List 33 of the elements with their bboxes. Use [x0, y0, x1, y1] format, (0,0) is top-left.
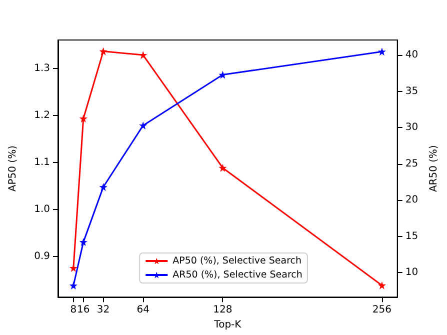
y-tick-label: 1.1 [34, 157, 50, 168]
y2-tick-label: 15 [405, 230, 418, 242]
y2-tick-label: 40 [405, 50, 418, 61]
y2-tick-label: 10 [405, 266, 418, 278]
point [79, 114, 88, 122]
point [378, 48, 386, 56]
legend-label: AP50 (%), Selective Search [172, 256, 302, 266]
x-tick-label: 64 [136, 304, 150, 316]
x-tick-label: 256 [372, 304, 392, 316]
x-axis-title: Top-K [213, 320, 242, 330]
x-tick-label: 8 [70, 304, 77, 316]
point [378, 281, 386, 290]
point [139, 121, 148, 130]
x-tick-label: 32 [96, 304, 110, 316]
y2-tick-label: 35 [405, 86, 418, 97]
point [218, 164, 227, 172]
y2-tick-label: 20 [405, 194, 418, 206]
x-tick-label: 128 [213, 304, 232, 316]
y2-axis-title: AR50 (%) [428, 144, 440, 192]
y-tick-label: 1.2 [34, 110, 50, 122]
point [69, 282, 78, 290]
point [99, 47, 108, 56]
y-tick-label: 1.3 [34, 63, 50, 74]
point [79, 238, 88, 246]
x-tick-label: 16 [77, 304, 90, 316]
y-tick-label: 1.0 [34, 204, 50, 216]
y-axis-title: AP50 (%) [8, 145, 18, 192]
point [218, 70, 227, 79]
y-tick-label: 0.9 [34, 251, 50, 262]
y2-tick-label: 25 [405, 158, 418, 170]
point [99, 183, 108, 192]
legend-label: AR50 (%), Selective Search [172, 270, 302, 280]
y2-tick-label: 30 [405, 122, 418, 134]
